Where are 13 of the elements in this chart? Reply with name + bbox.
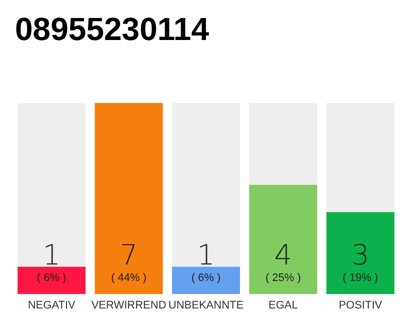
bar xyxy=(18,266,86,294)
x-tick-label: POSITIV xyxy=(338,300,383,312)
data-label: 1 ( 6% ) xyxy=(191,238,221,284)
x-tick-label: EGAL xyxy=(268,300,298,312)
bar xyxy=(172,266,240,294)
data-label: 1 ( 6% ) xyxy=(36,238,66,284)
data-label: 7 ( 44% ) xyxy=(111,238,147,284)
data-label: 3 ( 19% ) xyxy=(342,238,378,284)
chart-title: 08955230114 xyxy=(15,11,210,47)
data-label: 4 ( 25% ) xyxy=(265,238,301,284)
x-tick-label: NEGATIV xyxy=(28,300,76,312)
x-tick-label: UNBEKANNTE xyxy=(168,300,244,312)
x-tick-label: VERWIRREND xyxy=(91,300,166,312)
